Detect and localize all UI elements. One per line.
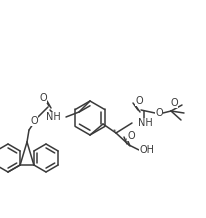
Text: O: O xyxy=(170,98,178,108)
Text: O: O xyxy=(30,116,38,126)
Text: O: O xyxy=(39,93,47,103)
Text: O: O xyxy=(155,108,163,118)
Text: *: * xyxy=(113,129,117,135)
Text: OH: OH xyxy=(139,145,154,155)
Text: NH: NH xyxy=(46,112,61,122)
Text: O: O xyxy=(127,131,135,141)
Text: O: O xyxy=(135,96,143,106)
Text: NH: NH xyxy=(138,118,153,128)
